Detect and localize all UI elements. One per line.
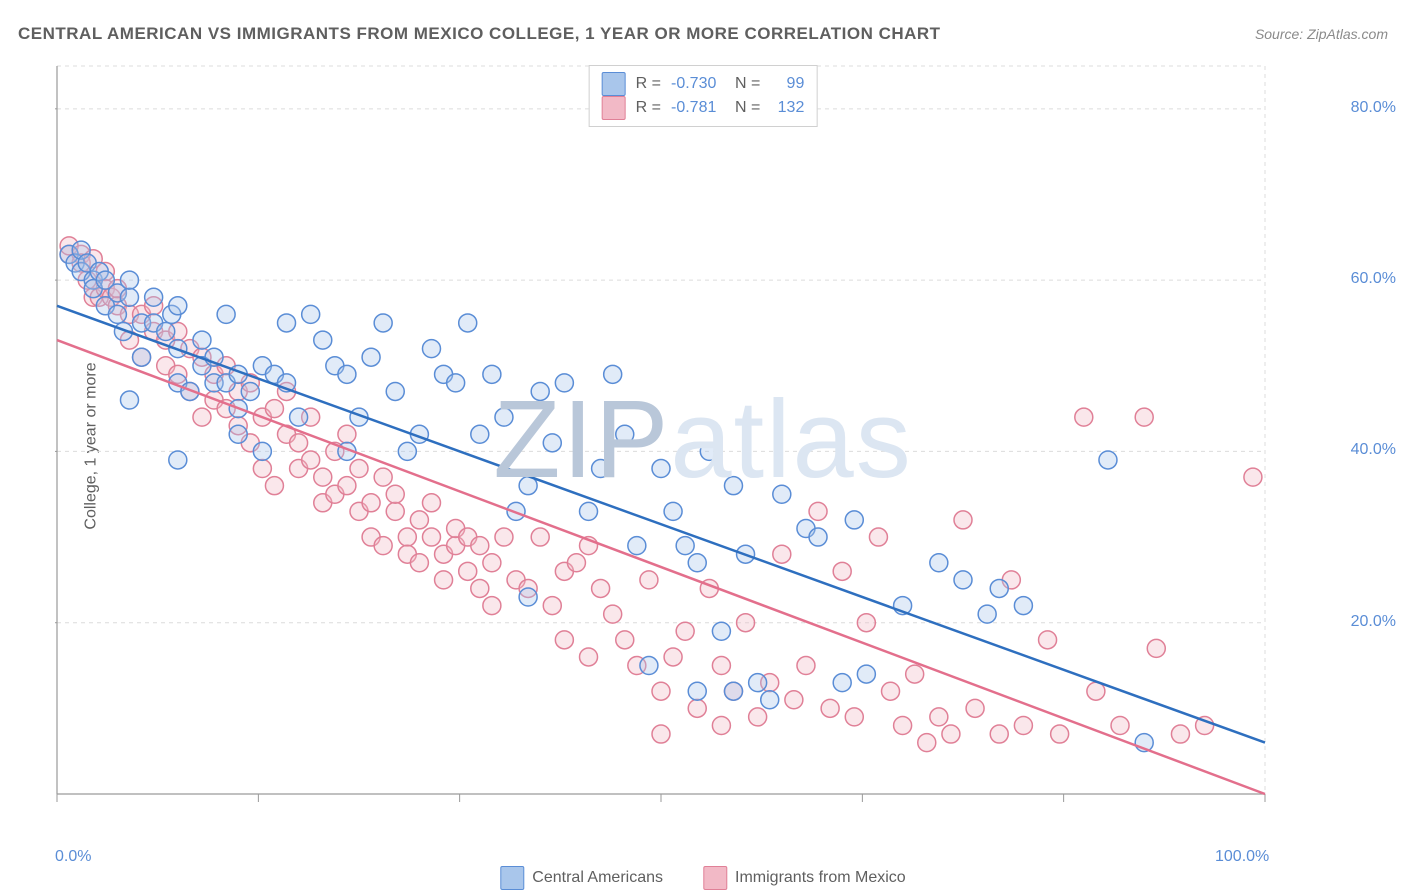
y-tick-label: 80.0% [1351, 99, 1396, 117]
legend-item: Central Americans [500, 866, 663, 890]
legend-label: Immigrants from Mexico [735, 869, 906, 886]
r-value: -0.781 [671, 96, 725, 120]
r-value: -0.730 [671, 72, 725, 96]
n-label: N = [735, 96, 760, 120]
r-label: R = [636, 96, 661, 120]
n-label: N = [735, 72, 760, 96]
legend-item: Immigrants from Mexico [703, 866, 906, 890]
legend-correlation-box: R = -0.730 N = 99 R = -0.781 N = 132 [589, 65, 818, 127]
legend-correlation-row: R = -0.730 N = 99 [602, 72, 805, 96]
y-tick-label: 20.0% [1351, 613, 1396, 631]
y-tick-label: 60.0% [1351, 270, 1396, 288]
n-value: 99 [770, 72, 804, 96]
legend-correlation-row: R = -0.781 N = 132 [602, 96, 805, 120]
x-tick-label: 100.0% [1215, 848, 1269, 866]
legend-swatch [602, 72, 626, 96]
y-tick-label: 40.0% [1351, 441, 1396, 459]
legend-swatch [703, 866, 727, 890]
source-attribution: Source: ZipAtlas.com [1255, 26, 1388, 42]
scatter-plot [55, 64, 1335, 834]
chart-title: CENTRAL AMERICAN VS IMMIGRANTS FROM MEXI… [18, 24, 941, 44]
legend-swatch [500, 866, 524, 890]
x-tick-label: 0.0% [55, 848, 91, 866]
r-label: R = [636, 72, 661, 96]
legend-label: Central Americans [532, 869, 663, 886]
legend-swatch [602, 96, 626, 120]
n-value: 132 [770, 96, 804, 120]
legend-series: Central Americans Immigrants from Mexico [500, 866, 905, 890]
